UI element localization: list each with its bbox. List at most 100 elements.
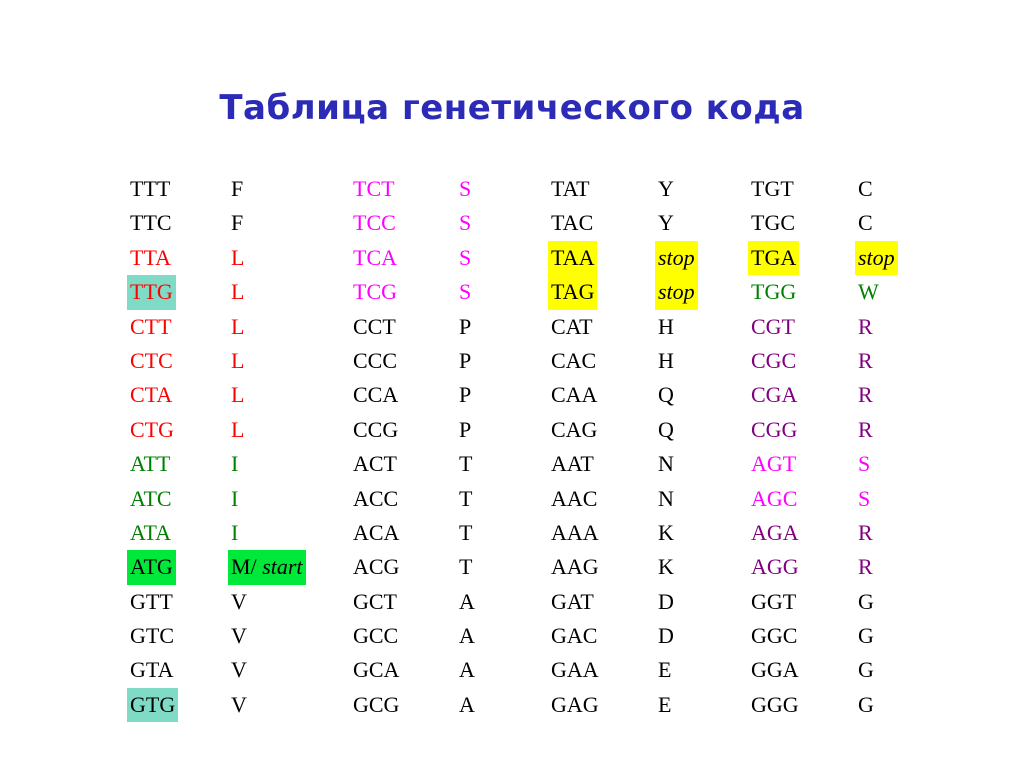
codon-cell: CTC bbox=[130, 347, 173, 373]
amino-acid-cell: V bbox=[231, 691, 247, 717]
amino-acid-cell: S bbox=[858, 451, 871, 477]
amino-acid-cell: stop bbox=[655, 240, 698, 276]
amino-acid-cell: N bbox=[658, 451, 674, 477]
amino-acid-cell: K bbox=[658, 554, 674, 580]
codon-cell: CTA bbox=[130, 382, 173, 408]
codon-cell: ATA bbox=[130, 519, 172, 545]
codon-cell: CCA bbox=[353, 382, 399, 408]
amino-acid-cell: R bbox=[858, 313, 873, 339]
amino-acid-cell: V bbox=[231, 623, 247, 649]
amino-acid-cell: R bbox=[858, 347, 873, 373]
codon-cell: CTG bbox=[130, 416, 174, 442]
amino-acid-cell: V bbox=[231, 657, 247, 683]
codon-cell: GTG bbox=[127, 687, 179, 723]
codon-cell: CGA bbox=[751, 382, 798, 408]
codon-cell: GAG bbox=[551, 691, 599, 717]
codon-cell: TCG bbox=[353, 279, 397, 305]
amino-acid-cell: C bbox=[858, 176, 873, 201]
codon-cell: GGG bbox=[751, 691, 799, 717]
amino-acid-cell: P bbox=[459, 313, 472, 339]
amino-acid-cell: F bbox=[231, 176, 244, 201]
amino-acid-cell: H bbox=[658, 347, 674, 373]
amino-acid-cell: A bbox=[459, 623, 475, 649]
amino-acid-cell: I bbox=[231, 519, 239, 545]
amino-acid-cell: L bbox=[231, 244, 245, 270]
amino-acid-cell: D bbox=[658, 588, 674, 614]
codon-cell: TGT bbox=[751, 176, 794, 201]
amino-acid-cell: G bbox=[858, 691, 874, 717]
codon-cell: CAA bbox=[551, 382, 598, 408]
codon-cell: TAG bbox=[548, 275, 598, 310]
codon-cell: GTC bbox=[130, 623, 174, 649]
codon-cell: TCA bbox=[353, 244, 397, 270]
amino-acid-cell: V bbox=[231, 588, 247, 614]
codon-cell: TAA bbox=[548, 240, 598, 276]
codon-cell: TTA bbox=[130, 244, 172, 270]
amino-acid-cell: Q bbox=[658, 382, 674, 408]
amino-acid-cell: C bbox=[858, 210, 873, 236]
amino-acid-cell: A bbox=[459, 588, 475, 614]
codon-cell: CAT bbox=[551, 313, 593, 339]
codon-cell: GGC bbox=[751, 623, 798, 649]
codon-cell: AGA bbox=[751, 519, 799, 545]
amino-acid-cell: P bbox=[459, 347, 472, 373]
amino-acid-cell: F bbox=[231, 210, 244, 236]
amino-acid-cell: S bbox=[459, 210, 472, 236]
codon-cell: AGT bbox=[751, 451, 797, 477]
codon-cell: TTT bbox=[130, 176, 171, 201]
amino-acid-cell: P bbox=[459, 416, 472, 442]
codon-cell: GTT bbox=[130, 588, 173, 614]
amino-acid-cell: H bbox=[658, 313, 674, 339]
amino-acid-cell: G bbox=[858, 657, 874, 683]
codon-cell: ATG bbox=[127, 550, 176, 585]
codon-cell: TCC bbox=[353, 210, 396, 236]
amino-acid-cell: R bbox=[858, 554, 873, 580]
amino-acid-cell: Y bbox=[658, 210, 674, 236]
codon-cell: GGT bbox=[751, 588, 797, 614]
amino-acid-cell: L bbox=[231, 416, 245, 442]
codon-cell: TGA bbox=[748, 240, 800, 276]
codon-cell: ACA bbox=[353, 519, 400, 545]
codon-cell: GAC bbox=[551, 623, 598, 649]
codon-cell: CAC bbox=[551, 347, 597, 373]
codon-cell: AAG bbox=[551, 554, 599, 580]
codon-cell: TGG bbox=[751, 279, 797, 305]
amino-acid-cell: I bbox=[231, 485, 239, 511]
codon-cell: GAA bbox=[551, 657, 599, 683]
codon-cell: GGA bbox=[751, 657, 799, 683]
codon-cell: TAT bbox=[551, 176, 590, 201]
codon-cell: GTA bbox=[130, 657, 174, 683]
codon-cell: GCG bbox=[353, 691, 400, 717]
amino-acid-cell: L bbox=[231, 279, 245, 305]
amino-acid-cell: M/ start bbox=[228, 550, 306, 585]
page-title: Таблица генетического кода bbox=[219, 88, 805, 128]
codon-cell: ATC bbox=[130, 485, 172, 511]
codon-cell: ACT bbox=[353, 451, 397, 477]
codon-cell: AGC bbox=[751, 485, 798, 511]
amino-acid-cell: A bbox=[459, 657, 475, 683]
codon-cell: CCG bbox=[353, 416, 399, 442]
codon-cell: TCT bbox=[353, 176, 395, 201]
amino-acid-cell: P bbox=[459, 382, 472, 408]
codon-cell: TAC bbox=[551, 210, 594, 236]
amino-acid-cell: A bbox=[459, 691, 475, 717]
codon-cell: AAA bbox=[551, 519, 599, 545]
codon-cell: GCC bbox=[353, 623, 399, 649]
amino-acid-cell: D bbox=[658, 623, 674, 649]
codon-cell: CTT bbox=[130, 313, 172, 339]
amino-acid-cell: T bbox=[459, 554, 473, 580]
amino-acid-cell: T bbox=[459, 451, 473, 477]
amino-acid-cell: W bbox=[858, 279, 879, 305]
amino-acid-cell: Q bbox=[658, 416, 674, 442]
codon-cell: CGT bbox=[751, 313, 795, 339]
codon-cell: GAT bbox=[551, 588, 594, 614]
amino-acid-cell: I bbox=[231, 451, 239, 477]
codon-cell: GCA bbox=[353, 657, 400, 683]
codon-cell: TTG bbox=[127, 275, 176, 310]
amino-acid-cell: S bbox=[459, 279, 472, 305]
codon-cell: ACG bbox=[353, 554, 400, 580]
amino-acid-cell: G bbox=[858, 623, 874, 649]
amino-acid-cell: E bbox=[658, 691, 672, 717]
amino-acid-cell: R bbox=[858, 519, 873, 545]
codon-cell: ACC bbox=[353, 485, 399, 511]
